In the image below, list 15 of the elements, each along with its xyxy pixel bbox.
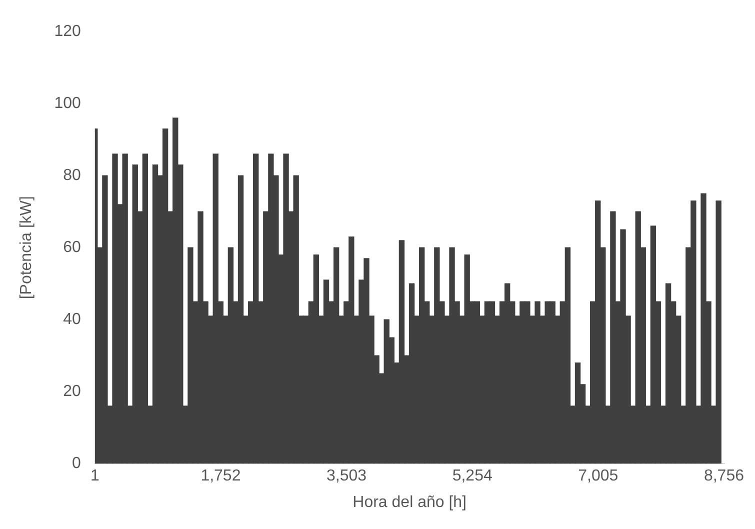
y-tick-label: 100	[54, 95, 81, 112]
x-tick-label: 1,752	[200, 468, 241, 485]
y-tick-label: 80	[63, 167, 81, 184]
y-axis-title: [Potencia [kW]	[18, 196, 36, 300]
y-tick-label: 0	[72, 455, 81, 472]
x-tick-label: 7,005	[578, 468, 618, 485]
y-tick-label: 120	[54, 23, 81, 40]
y-tick-label: 40	[63, 311, 81, 328]
x-tick-label: 8,756	[704, 468, 744, 485]
x-axis-title: Hora del año [h]	[352, 494, 467, 511]
x-tick-label: 3,503	[326, 468, 367, 485]
y-tick-label: 20	[63, 383, 81, 400]
x-tick-label: 5,254	[452, 468, 492, 485]
x-tick-label: 1	[90, 468, 100, 485]
y-tick-label: 60	[63, 239, 81, 256]
